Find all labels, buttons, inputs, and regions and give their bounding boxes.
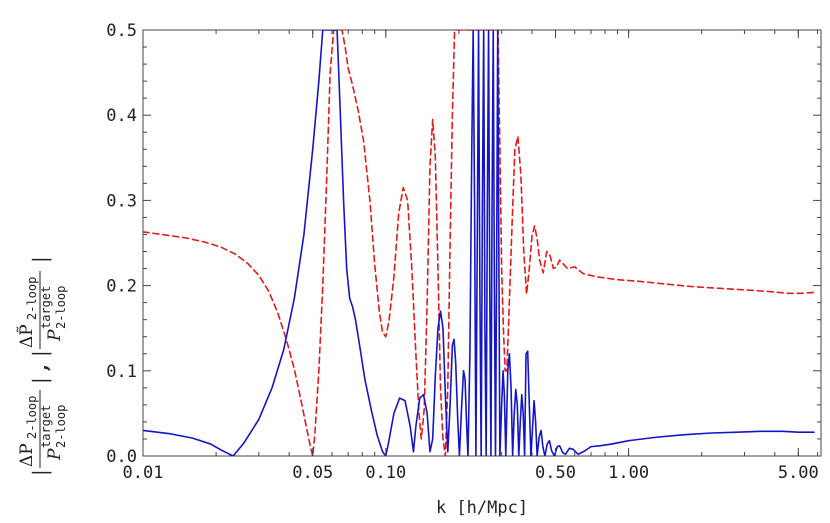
y-tick-label: 0.3 — [106, 191, 137, 211]
x-axis-title: k [h/Mpc] — [436, 498, 528, 518]
y-title-term2-denominator-sup: target — [39, 286, 53, 329]
y-axis: 0.0 0.1 0.2 0.3 0.4 0.5 — [106, 21, 821, 467]
y-title-term1-denominator: P — [45, 448, 65, 461]
x-tick-label: 5.00 — [778, 463, 819, 483]
y-tick-label: 0.1 — [106, 362, 137, 382]
y-title-term1-denominator-sup: target — [39, 405, 53, 448]
y-title-term2-numerator: ΔP̃ — [17, 324, 37, 348]
y-tick-label: 0.5 — [106, 21, 137, 41]
y-tick-label: 0.2 — [106, 277, 137, 297]
x-axis: 0.01 0.05 0.10 0.50 1.00 5.00 — [123, 30, 819, 483]
x-tick-label: 0.50 — [535, 463, 576, 483]
y-tick-label: 0.4 — [106, 106, 137, 126]
y-title-term2-denominator: P — [45, 329, 65, 342]
y-title-bar-3: | — [28, 350, 53, 357]
y-title-separator: , — [28, 364, 52, 371]
y-title-term2-denominator-sub: 2-loop — [54, 286, 68, 329]
y-title-term1-denominator-sub: 2-loop — [54, 405, 68, 448]
y-axis-title: | ΔP 2-loop P target 2-loop | , | ΔP̃ 2-… — [17, 256, 68, 476]
y-title-bar-4: | — [28, 256, 53, 263]
series-line-1 — [143, 30, 815, 456]
series-layer — [143, 30, 815, 456]
x-tick-label: 0.05 — [292, 463, 333, 483]
series-line-2 — [143, 30, 815, 456]
y-tick-label: 0.0 — [106, 447, 137, 467]
y-title-bar-1: | — [28, 469, 53, 476]
x-tick-label: 1.00 — [608, 463, 649, 483]
y-title-bar-2: | — [28, 377, 53, 384]
y-title-term1-numerator-sub: 2-loop — [25, 396, 39, 439]
x-tick-label: 0.01 — [123, 463, 164, 483]
y-title-term2-numerator-sub: 2-loop — [25, 277, 39, 320]
y-title-term1-numerator: ΔP — [17, 443, 37, 467]
x-tick-label: 0.10 — [365, 463, 406, 483]
